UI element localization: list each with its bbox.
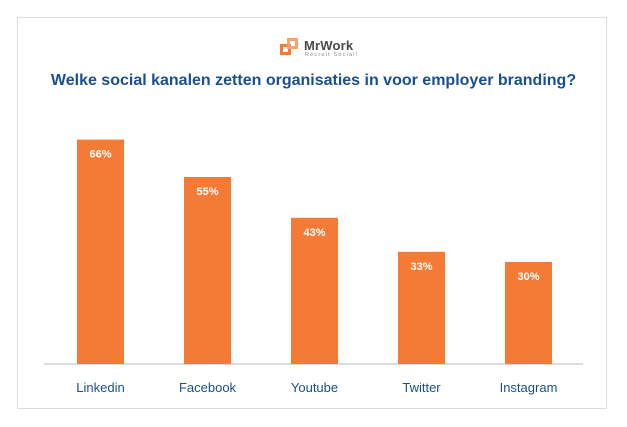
bar-instagram: [505, 262, 552, 364]
brand-tagline: Recruit Social!: [305, 52, 359, 58]
chart-title: Welke social kanalen zetten organisaties…: [50, 72, 577, 89]
bar-twitter: [398, 251, 445, 364]
bar-facebook: [184, 177, 231, 364]
brand-name: MrWork: [304, 38, 354, 53]
brand-logo: MrWork Recruit Social!: [280, 38, 360, 62]
x-tick-label-linkedin: Linkedin: [76, 380, 124, 395]
x-tick-label-instagram: Instagram: [500, 380, 558, 395]
data-label-facebook: 55%: [196, 186, 218, 198]
data-label-twitter: 33%: [410, 261, 432, 273]
x-tick-label-facebook: Facebook: [179, 380, 237, 395]
data-label-instagram: 30%: [517, 271, 539, 283]
data-label-linkedin: 66%: [89, 149, 111, 161]
logo-mark-icon: [280, 38, 299, 56]
data-label-youtube: 43%: [303, 227, 325, 239]
bar-youtube: [291, 217, 338, 364]
x-tick-label-youtube: Youtube: [291, 380, 338, 395]
x-tick-label-twitter: Twitter: [402, 380, 441, 395]
bar-linkedin: [77, 139, 124, 364]
